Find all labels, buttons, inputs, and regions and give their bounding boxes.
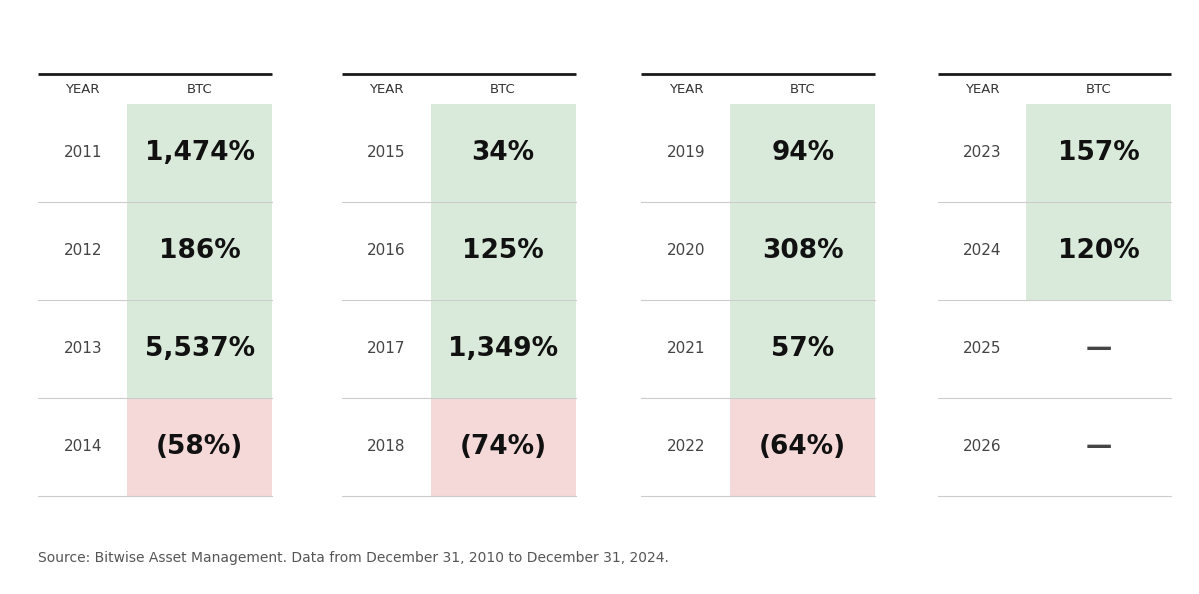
Bar — [430, 300, 576, 398]
Text: 2018: 2018 — [367, 440, 405, 454]
Bar — [730, 300, 875, 398]
Bar — [730, 104, 875, 202]
Bar — [1026, 202, 1171, 300]
Text: 2025: 2025 — [963, 342, 1001, 356]
Text: BTC: BTC — [490, 83, 516, 96]
Bar — [430, 104, 576, 202]
Text: 2019: 2019 — [667, 146, 705, 160]
Text: (58%): (58%) — [156, 434, 243, 460]
Text: 2022: 2022 — [667, 440, 705, 454]
Bar — [430, 398, 576, 496]
Text: 308%: 308% — [763, 238, 844, 264]
Text: —: — — [1086, 336, 1111, 362]
Text: 2020: 2020 — [667, 244, 705, 258]
Bar — [127, 300, 272, 398]
Bar — [430, 202, 576, 300]
Bar — [127, 104, 272, 202]
Text: (64%): (64%) — [759, 434, 846, 460]
Text: 2021: 2021 — [667, 342, 705, 356]
Text: YEAR: YEAR — [66, 83, 100, 96]
Text: 2013: 2013 — [64, 342, 102, 356]
Bar — [1026, 104, 1171, 202]
Text: 57%: 57% — [771, 336, 835, 362]
Text: 2016: 2016 — [367, 244, 405, 258]
Text: 2024: 2024 — [963, 244, 1001, 258]
Text: —: — — [1086, 434, 1111, 460]
Text: 2011: 2011 — [64, 146, 102, 160]
Text: YEAR: YEAR — [965, 83, 999, 96]
Text: 34%: 34% — [471, 140, 535, 166]
Text: 125%: 125% — [462, 238, 544, 264]
Text: 157%: 157% — [1058, 140, 1140, 166]
Bar — [127, 202, 272, 300]
Text: 2015: 2015 — [367, 146, 405, 160]
Text: 1,349%: 1,349% — [448, 336, 558, 362]
Text: YEAR: YEAR — [669, 83, 703, 96]
Bar — [730, 398, 875, 496]
Bar — [730, 202, 875, 300]
Text: 2017: 2017 — [367, 342, 405, 356]
Text: 186%: 186% — [158, 238, 241, 264]
Text: 120%: 120% — [1058, 238, 1140, 264]
Text: 2012: 2012 — [64, 244, 102, 258]
Text: 2023: 2023 — [963, 146, 1001, 160]
Text: 1,474%: 1,474% — [145, 140, 254, 166]
Text: BTC: BTC — [790, 83, 815, 96]
Text: 2014: 2014 — [64, 440, 102, 454]
Bar — [127, 398, 272, 496]
Text: 94%: 94% — [771, 140, 835, 166]
Text: BTC: BTC — [187, 83, 212, 96]
Text: YEAR: YEAR — [369, 83, 403, 96]
Text: Source: Bitwise Asset Management. Data from December 31, 2010 to December 31, 20: Source: Bitwise Asset Management. Data f… — [38, 551, 669, 565]
Text: (74%): (74%) — [459, 434, 547, 460]
Text: BTC: BTC — [1086, 83, 1111, 96]
Text: 2026: 2026 — [963, 440, 1001, 454]
Text: 5,537%: 5,537% — [145, 336, 254, 362]
